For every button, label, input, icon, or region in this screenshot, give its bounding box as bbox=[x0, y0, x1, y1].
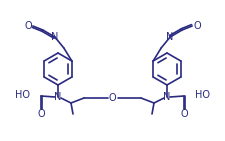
Text: N: N bbox=[51, 32, 58, 42]
Text: HO: HO bbox=[195, 90, 210, 100]
Text: N: N bbox=[54, 92, 62, 102]
Text: O: O bbox=[37, 109, 45, 119]
Text: N: N bbox=[163, 92, 171, 102]
Text: HO: HO bbox=[15, 90, 30, 100]
Text: O: O bbox=[180, 109, 188, 119]
Text: N: N bbox=[166, 32, 174, 42]
Text: O: O bbox=[193, 21, 201, 31]
Text: O: O bbox=[24, 21, 32, 31]
Text: O: O bbox=[109, 93, 116, 103]
